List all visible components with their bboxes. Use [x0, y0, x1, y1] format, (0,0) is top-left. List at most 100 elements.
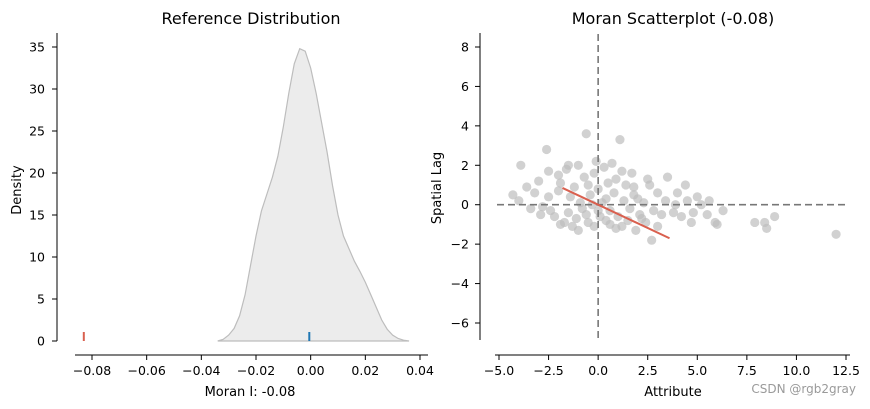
scatter-point — [831, 229, 841, 239]
left-y-tick-label: 20 — [29, 166, 45, 181]
scatter-point — [561, 164, 572, 174]
scatter-point — [617, 166, 627, 176]
scatter-point — [553, 186, 564, 196]
left-x-tick-label: 0.02 — [351, 363, 379, 378]
right-y-axis-label: Spatial Lag — [430, 152, 445, 224]
right-x-tick-label: −5.0 — [484, 363, 514, 378]
left-x-tick-label: −0.06 — [128, 363, 166, 378]
right-chart-title: Moran Scatterplot (-0.08) — [572, 9, 775, 28]
scatter-point — [672, 188, 683, 198]
scatter-point — [583, 180, 593, 190]
scatter-point — [543, 166, 554, 176]
scatter-point — [688, 208, 698, 218]
scatter-point — [536, 209, 546, 220]
scatter-point — [534, 176, 544, 186]
scatter-point — [555, 178, 566, 188]
scatter-point — [692, 192, 702, 202]
scatter-point — [581, 129, 591, 139]
right-x-tick-label: 0.0 — [588, 363, 608, 378]
scatter-point — [639, 198, 649, 208]
regression-fit-line — [562, 187, 670, 240]
scatter-point — [653, 221, 663, 231]
scatter-point — [611, 174, 621, 184]
scatter-point — [615, 135, 625, 145]
left-x-tick-label: −0.08 — [73, 363, 111, 378]
scatter-point — [653, 188, 663, 198]
scatter-point — [656, 209, 667, 220]
left-y-ticks: 0 5 10 15 20 25 30 35 — [29, 40, 57, 349]
right-y-tick-label: 2 — [461, 158, 469, 173]
scatter-point — [770, 211, 780, 222]
scatter-point — [629, 182, 639, 192]
left-y-tick-label: 15 — [29, 208, 45, 223]
scatter-point — [676, 211, 687, 222]
scatter-point — [704, 196, 714, 206]
scatter-point — [762, 223, 772, 233]
moran-scatterplot-chart: Moran Scatterplot (-0.08) −6 −4 −2 0 2 4 6 8 −5… — [430, 9, 860, 400]
left-y-tick-label: 35 — [29, 40, 45, 55]
density-curve-area — [217, 47, 410, 342]
left-x-tick-label: 0.00 — [297, 363, 325, 378]
right-x-tick-label: 7.5 — [737, 363, 757, 378]
left-x-tick-label: 0.04 — [406, 363, 434, 378]
scatter-point — [682, 196, 692, 206]
right-y-tick-label: −2 — [451, 237, 469, 252]
left-y-tick-label: 5 — [37, 292, 45, 307]
left-x-ticks: −0.08 −0.06 −0.04 −0.02 0.00 0.02 0.04 — [73, 355, 434, 378]
scatter-point — [750, 217, 760, 228]
right-x-tick-label: 12.5 — [832, 363, 860, 378]
scatter-point — [621, 180, 631, 190]
scatter-point — [619, 196, 629, 206]
scatter-point — [545, 206, 556, 216]
right-y-tick-label: 4 — [461, 118, 469, 133]
right-y-tick-label: 0 — [461, 197, 469, 212]
left-y-tick-label: 10 — [29, 250, 45, 265]
left-chart-title: Reference Distribution — [162, 9, 341, 28]
scatter-point — [543, 192, 554, 202]
scatter-point — [603, 178, 613, 188]
scatter-point — [641, 217, 651, 228]
scatter-point — [611, 223, 621, 233]
left-y-tick-label: 30 — [29, 82, 45, 97]
right-y-tick-label: −6 — [451, 316, 469, 331]
scatter-point — [569, 182, 579, 192]
scatter-points — [508, 129, 841, 245]
scatter-point — [541, 144, 552, 155]
scatter-point — [662, 172, 673, 182]
scatter-point — [631, 225, 641, 235]
scatter-point — [567, 221, 577, 231]
right-x-ticks: −5.0 −2.5 0.0 2.5 5.0 7.5 10.0 12.5 — [484, 355, 860, 378]
scatter-point — [649, 206, 659, 216]
right-x-tick-label: 10.0 — [783, 363, 811, 378]
scatter-point — [563, 208, 574, 218]
scatter-point — [686, 217, 696, 228]
scatter-point — [599, 162, 609, 172]
right-y-tick-label: −4 — [451, 276, 469, 291]
right-x-tick-label: −2.5 — [533, 363, 563, 378]
scatter-point — [607, 158, 617, 168]
scatter-point — [516, 160, 526, 170]
left-y-axis-label: Density — [10, 165, 25, 215]
scatter-point — [718, 206, 728, 216]
left-y-tick-label: 25 — [29, 124, 45, 139]
scatter-point — [627, 168, 637, 178]
scatter-point — [647, 235, 657, 245]
scatter-point — [589, 168, 599, 178]
scatter-point — [538, 202, 548, 212]
scatter-point — [629, 190, 639, 200]
scatter-point — [526, 204, 536, 214]
watermark: CSDN @rgb2gray — [751, 382, 856, 396]
scatter-point — [712, 219, 722, 230]
scatter-point — [591, 156, 601, 166]
scatter-point — [625, 204, 635, 214]
reference-distribution-chart: Reference Distribution 0 5 10 15 20 25 30 35 −0… — [10, 9, 434, 400]
scatter-point — [581, 209, 591, 220]
scatter-point — [573, 160, 583, 170]
right-x-tick-label: 2.5 — [638, 363, 658, 378]
scatter-point — [660, 196, 671, 206]
scatter-point — [635, 209, 645, 220]
scatter-point — [668, 208, 679, 218]
scatter-point — [508, 190, 518, 200]
scatter-point — [645, 180, 655, 190]
